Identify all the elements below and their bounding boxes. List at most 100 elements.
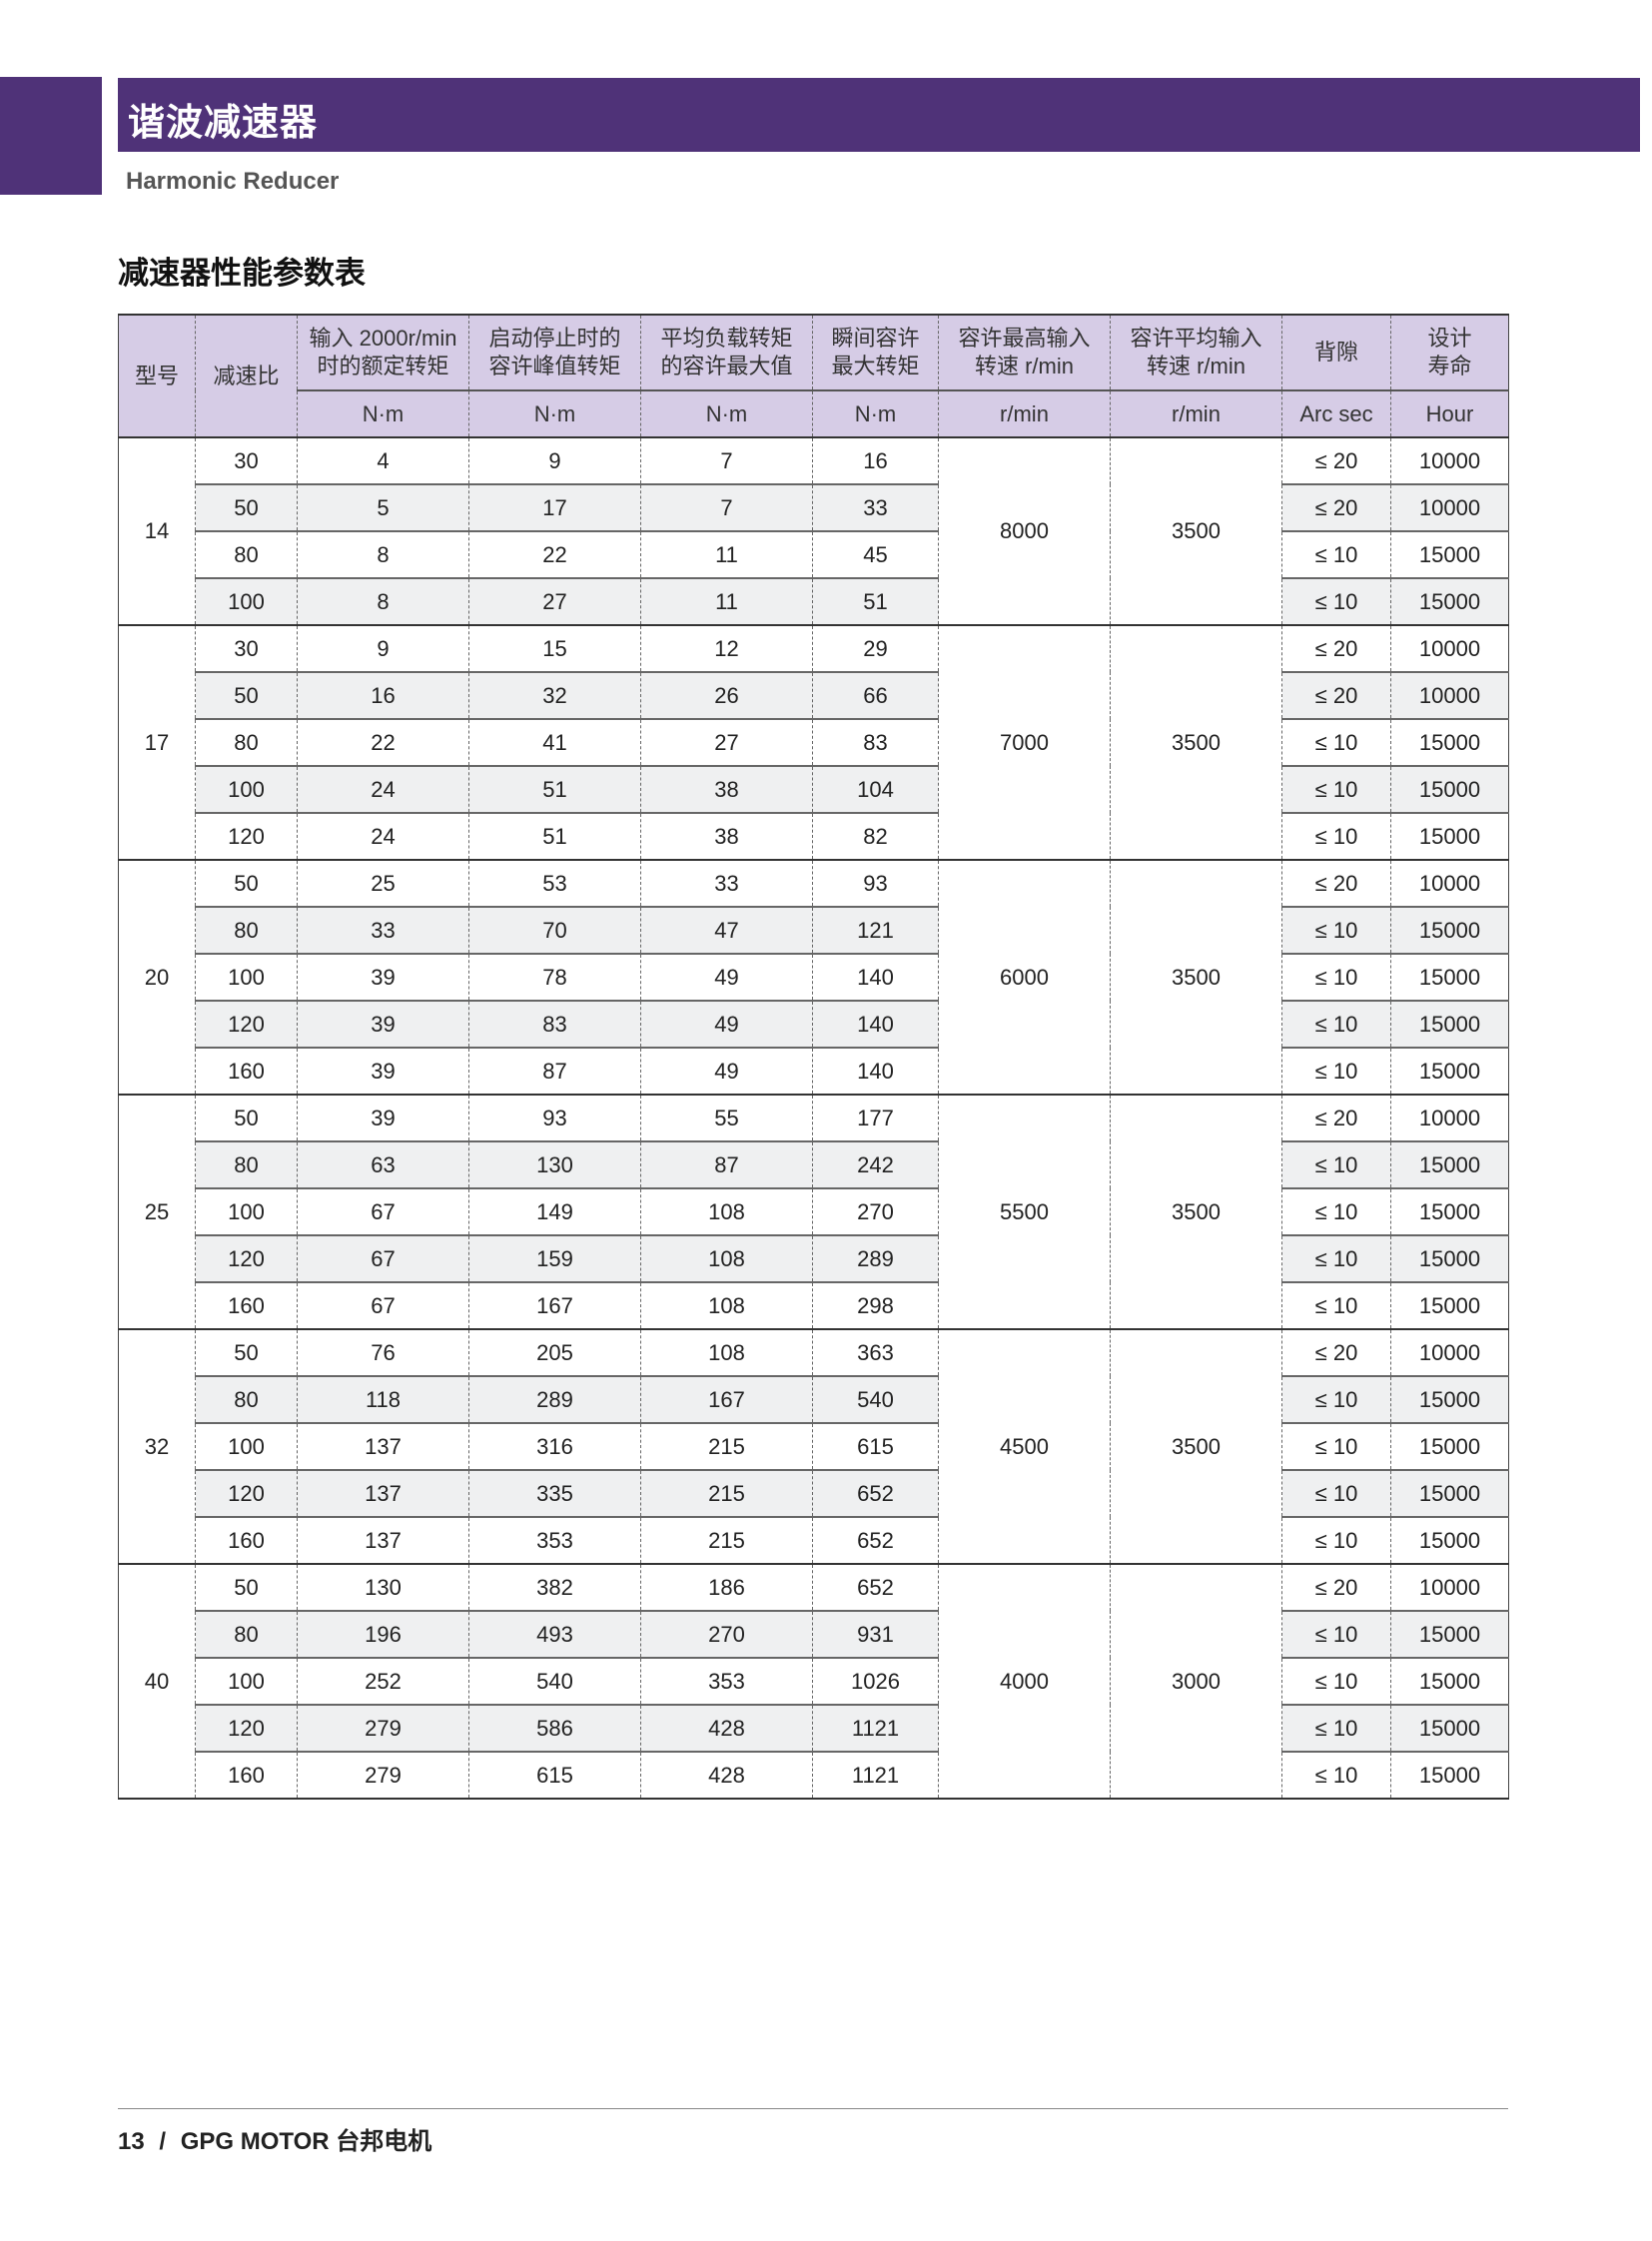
backlash-cell: ≤ 10 [1281,1047,1391,1095]
column-unit: Arc sec [1281,389,1391,437]
avg-load-torque-cell: 12 [640,624,813,672]
table-row: 25 50 39 93 55 177 5500 3500 ≤ 20 10000 [118,1094,1509,1329]
side-accent-block [0,77,102,195]
momentary-torque-cell: 45 [812,530,939,578]
ratio-cell: 100 [195,765,298,813]
table-row: 80 8 22 11 45 ≤ 10 15000 [119,530,1509,578]
column-label: 设计 寿命 [1427,326,1472,378]
column-header: 容许平均输入 转速 r/min [1110,315,1282,390]
rated-torque-cell: 8 [297,577,469,625]
backlash-cell: ≤ 10 [1281,953,1391,1001]
avg-load-torque-cell: 27 [640,718,813,766]
backlash-cell: ≤ 20 [1281,436,1391,484]
ratio-cell: 100 [195,577,298,625]
ratio-cell: 30 [195,624,298,672]
table-row: 120 67 159 108 289 ≤ 10 15000 [119,1234,1509,1282]
life-cell: 15000 [1390,1000,1509,1048]
ratio-cell: 50 [195,1094,298,1141]
ratio-cell: 80 [195,1375,298,1423]
rated-torque-cell: 67 [297,1281,469,1329]
life-cell: 10000 [1390,1328,1509,1376]
peak-torque-cell: 167 [468,1281,641,1329]
ratio-cell: 120 [195,1469,298,1517]
backlash-cell: ≤ 10 [1281,1469,1391,1517]
backlash-cell: ≤ 10 [1281,1234,1391,1282]
peak-torque-cell: 51 [468,812,641,860]
backlash-cell: ≤ 10 [1281,1704,1391,1752]
model-cell: 20 [118,859,196,1095]
peak-torque-cell: 17 [468,483,641,531]
backlash-cell: ≤ 20 [1281,671,1391,719]
backlash-cell: ≤ 20 [1281,483,1391,531]
avg-input-speed-cell: 3500 [1110,859,1282,1095]
rated-torque-cell: 118 [297,1375,469,1423]
peak-torque-cell: 130 [468,1140,641,1188]
life-cell: 10000 [1390,483,1509,531]
backlash-cell: ≤ 20 [1281,1563,1391,1611]
column-header: 启动停止时的 容许峰值转矩 [468,315,641,390]
footer: 13 / GPG MOTOR 台邦电机 [118,2121,431,2156]
peak-torque-cell: 22 [468,530,641,578]
peak-torque-cell: 382 [468,1563,641,1611]
column-header: 输入 2000r/min 时的额定转矩 [297,315,469,390]
peak-torque-cell: 335 [468,1469,641,1517]
ratio-cell: 100 [195,1187,298,1235]
table-row: 100 39 78 49 140 ≤ 10 15000 [119,953,1509,1001]
performance-table: 型号 减速比 输入 2000r/min 时的额定转矩 启动停止时的 容许峰值转矩 平均负… [118,314,1509,1800]
rated-torque-cell: 130 [297,1563,469,1611]
rated-torque-cell: 196 [297,1610,469,1658]
footer-divider [118,2108,1508,2109]
ratio-cell: 50 [195,859,298,907]
avg-load-torque-cell: 87 [640,1140,813,1188]
rated-torque-cell: 8 [297,530,469,578]
column-label: 容许最高输入 转速 r/min [958,326,1091,378]
page-subtitle: Harmonic Reducer [126,168,340,195]
backlash-cell: ≤ 20 [1281,1328,1391,1376]
avg-load-torque-cell: 11 [640,577,813,625]
peak-torque-cell: 615 [468,1751,641,1799]
life-cell: 15000 [1390,1610,1509,1658]
column-header: 减速比 [195,315,298,437]
column-label: 减速比 [213,363,280,388]
table-row: 120 279 586 428 1121 ≤ 10 15000 [119,1704,1509,1752]
life-cell: 15000 [1390,953,1509,1001]
avg-load-torque-cell: 270 [640,1610,813,1658]
ratio-cell: 120 [195,1000,298,1048]
ratio-cell: 50 [195,1563,298,1611]
life-cell: 10000 [1390,436,1509,484]
table-row: 50 16 32 26 66 ≤ 20 10000 [119,671,1509,719]
ratio-cell: 160 [195,1281,298,1329]
peak-torque-cell: 27 [468,577,641,625]
avg-load-torque-cell: 49 [640,1000,813,1048]
backlash-cell: ≤ 10 [1281,1516,1391,1564]
rated-torque-cell: 137 [297,1422,469,1470]
life-cell: 15000 [1390,906,1509,954]
column-label: 输入 2000r/min 时的额定转矩 [309,326,457,378]
table-row: 100 67 149 108 270 ≤ 10 15000 [119,1187,1509,1235]
table-row: 40 50 130 382 186 652 4000 3000 ≤ 20 10000 [118,1563,1509,1799]
column-label: 型号 [134,363,179,388]
backlash-cell: ≤ 10 [1281,1140,1391,1188]
table-row: 100 24 51 38 104 ≤ 10 15000 [119,765,1509,813]
table-row: 160 137 353 215 652 ≤ 10 15000 [119,1516,1509,1564]
life-cell: 15000 [1390,718,1509,766]
peak-torque-cell: 15 [468,624,641,672]
momentary-torque-cell: 242 [812,1140,939,1188]
column-unit: N·m [640,389,813,437]
rated-torque-cell: 39 [297,1047,469,1095]
momentary-torque-cell: 16 [812,436,939,484]
column-unit: N·m [468,389,641,437]
rated-torque-cell: 22 [297,718,469,766]
footer-brand: GPG MOTOR 台邦电机 [180,2128,432,2155]
momentary-torque-cell: 652 [812,1469,939,1517]
life-cell: 10000 [1390,1563,1509,1611]
column-label: 背隙 [1313,340,1358,365]
life-cell: 15000 [1390,1469,1509,1517]
page-number: 13 [118,2128,145,2155]
table-row: 100 137 316 215 615 ≤ 10 15000 [119,1422,1509,1470]
section-title: 减速器性能参数表 [118,256,366,291]
ratio-cell: 50 [195,671,298,719]
peak-torque-cell: 316 [468,1422,641,1470]
ratio-cell: 100 [195,1422,298,1470]
peak-torque-cell: 353 [468,1516,641,1564]
